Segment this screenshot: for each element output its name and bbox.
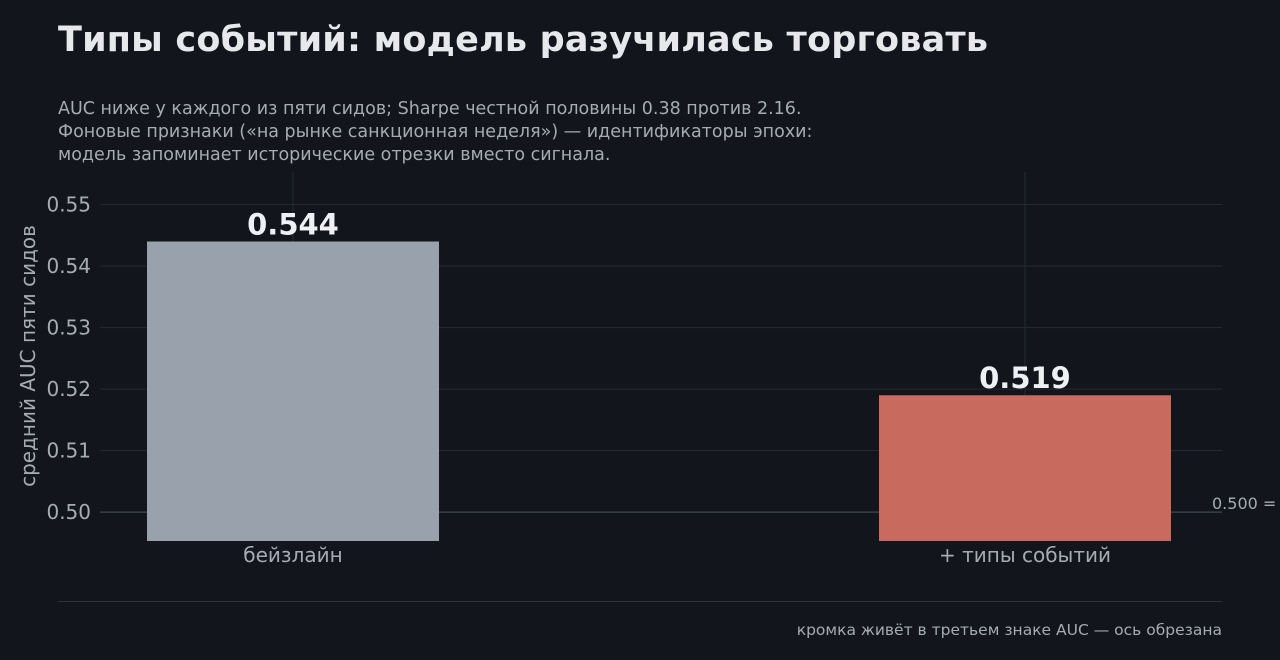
y-tick-label: 0.51 xyxy=(46,439,91,463)
y-tick-label: 0.53 xyxy=(46,316,91,340)
x-category-label: бейзлайн xyxy=(243,543,342,567)
y-axis-label: средний AUC пяти сидов xyxy=(16,225,40,487)
chart-subtitle: AUC ниже у каждого из пяти сидов; Sharpe… xyxy=(58,98,812,167)
reference-line-label: 0.500 = монетка xyxy=(1212,494,1280,513)
bar xyxy=(879,395,1171,541)
y-tick-label: 0.50 xyxy=(46,500,91,524)
y-tick-label: 0.52 xyxy=(46,377,91,401)
footnote: кромка живёт в третьем знаке AUC — ось о… xyxy=(796,621,1222,639)
bar-value-label: 0.544 xyxy=(247,207,339,241)
subtitle-line: модель запоминает исторические отрезки в… xyxy=(58,145,611,165)
subtitle-line: Фоновые признаки («на рынке санкционная … xyxy=(58,122,813,142)
subtitle-line: AUC ниже у каждого из пяти сидов; Sharpe… xyxy=(58,99,802,119)
bar xyxy=(147,241,439,541)
x-category-label: + типы событий xyxy=(939,543,1111,567)
chart-title: Типы событий: модель разучилась торговат… xyxy=(58,20,989,60)
footer-divider xyxy=(58,601,1222,602)
y-tick-label: 0.54 xyxy=(46,254,91,278)
y-tick-label: 0.55 xyxy=(46,193,91,217)
bar-value-label: 0.519 xyxy=(979,361,1071,395)
